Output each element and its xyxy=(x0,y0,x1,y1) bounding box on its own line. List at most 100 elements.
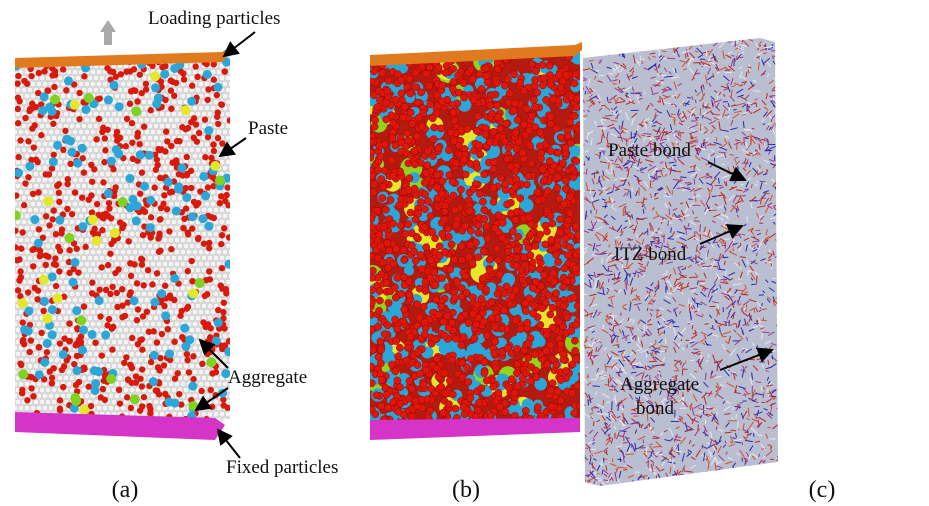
particle xyxy=(206,268,212,274)
paste-particle xyxy=(114,393,120,399)
particle xyxy=(195,236,201,242)
paste-particle xyxy=(96,153,102,159)
particle xyxy=(56,199,62,205)
paste-particle xyxy=(27,207,33,213)
particle xyxy=(469,76,476,83)
particle xyxy=(174,185,183,194)
particle xyxy=(385,404,392,411)
paste-particle xyxy=(72,177,78,183)
particle xyxy=(549,380,556,387)
paste-particle xyxy=(30,93,36,99)
particle xyxy=(426,82,433,89)
particle xyxy=(535,336,545,346)
paste-particle xyxy=(216,225,222,231)
particle xyxy=(543,228,550,235)
particle xyxy=(389,134,396,141)
paste-particle xyxy=(33,339,39,345)
paste-particle xyxy=(15,183,21,189)
paste-particle xyxy=(33,207,39,213)
paste-particle xyxy=(63,111,69,117)
paste-particle xyxy=(18,309,24,315)
paste-particle xyxy=(93,87,99,93)
particle xyxy=(384,240,391,247)
paste-particle xyxy=(216,69,222,75)
particle xyxy=(143,86,149,92)
particle xyxy=(463,289,470,296)
paste-particle xyxy=(210,105,216,111)
particle xyxy=(512,287,519,294)
paste-particle xyxy=(147,291,153,297)
paste-particle xyxy=(66,381,72,387)
paste-particle xyxy=(159,255,165,261)
particle xyxy=(57,397,63,403)
particle xyxy=(145,267,151,273)
particle xyxy=(48,272,57,281)
particle xyxy=(48,107,57,116)
paste-particle xyxy=(126,129,132,135)
paste-particle xyxy=(225,99,231,105)
particle xyxy=(161,192,167,198)
particle xyxy=(499,234,506,241)
particle xyxy=(492,338,499,345)
particle xyxy=(161,362,167,368)
paste-particle xyxy=(156,321,162,327)
paste-particle xyxy=(45,231,51,237)
particle xyxy=(475,399,482,406)
paste-particle xyxy=(51,267,57,273)
paste-particle xyxy=(117,243,123,249)
paste-particle xyxy=(129,183,135,189)
particle xyxy=(376,143,383,150)
paste-particle xyxy=(117,207,123,213)
particle xyxy=(38,106,47,115)
particle xyxy=(434,355,441,362)
particle xyxy=(15,106,21,112)
particle xyxy=(420,303,427,310)
particle xyxy=(527,252,534,259)
paste-particle xyxy=(177,351,183,357)
particle xyxy=(139,403,145,409)
particle xyxy=(453,160,460,167)
particle xyxy=(116,387,122,393)
particle xyxy=(540,75,547,82)
paste-particle xyxy=(84,285,90,291)
particle xyxy=(375,353,382,360)
paste-particle xyxy=(162,261,168,267)
particle xyxy=(497,125,504,132)
paste-particle xyxy=(123,75,129,81)
particle xyxy=(368,253,375,260)
particle xyxy=(384,322,391,329)
paste-particle xyxy=(168,237,174,243)
paste-particle xyxy=(207,255,213,261)
particle xyxy=(396,202,403,209)
particle xyxy=(394,325,401,332)
particle xyxy=(28,374,34,380)
particle xyxy=(176,138,182,144)
paste-particle xyxy=(228,81,234,87)
particle xyxy=(109,284,115,290)
paste-particle xyxy=(114,213,120,219)
paste-particle xyxy=(216,273,222,279)
particle xyxy=(64,76,73,85)
particle xyxy=(554,173,561,180)
paste-particle xyxy=(222,249,228,255)
paste-particle xyxy=(75,291,81,297)
paste-particle xyxy=(42,177,48,183)
paste-particle xyxy=(93,267,99,273)
particle xyxy=(412,216,419,223)
particle xyxy=(557,216,564,223)
particle xyxy=(12,228,18,234)
particle xyxy=(154,388,160,394)
particle xyxy=(569,390,576,397)
particle xyxy=(460,156,467,163)
particle xyxy=(215,307,221,313)
particle xyxy=(414,99,421,106)
particle xyxy=(159,331,165,337)
particle xyxy=(139,366,145,372)
particle xyxy=(573,157,580,164)
particle xyxy=(369,267,376,274)
paste-particle xyxy=(231,87,237,93)
paste-particle xyxy=(183,315,189,321)
paste-particle xyxy=(57,315,63,321)
particle xyxy=(567,139,574,146)
particle xyxy=(414,301,421,308)
